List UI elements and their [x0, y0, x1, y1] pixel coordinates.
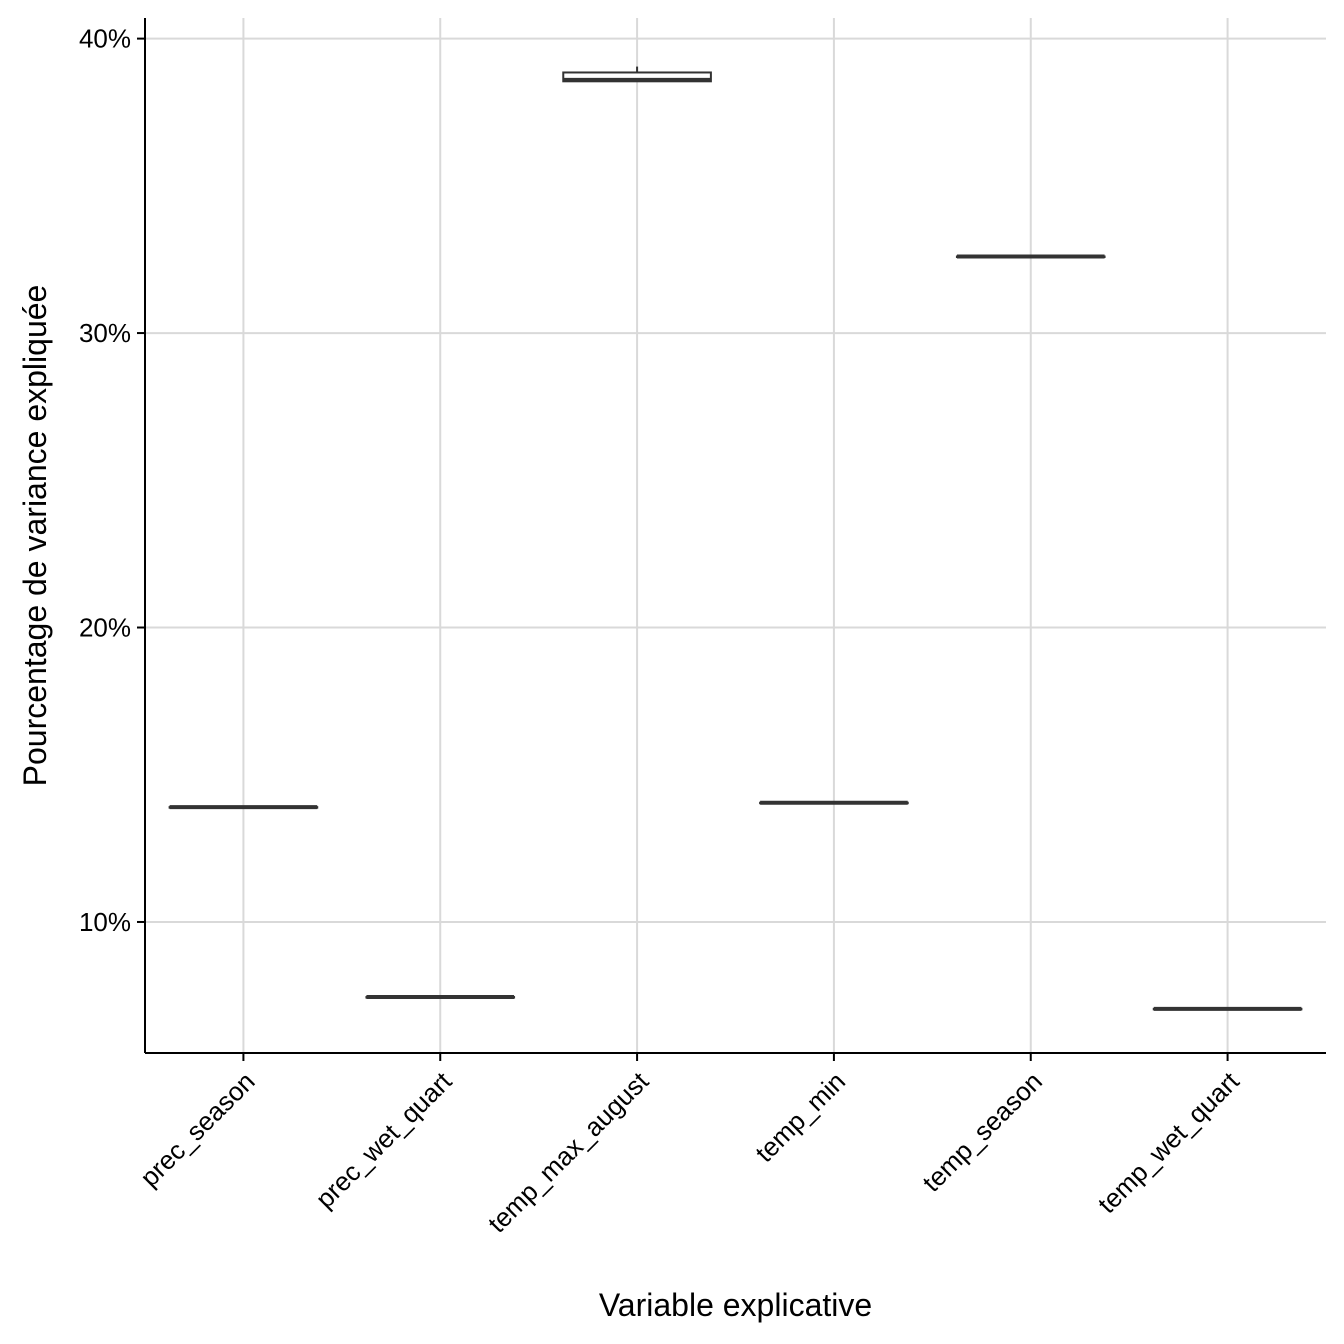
axis-layer	[144, 18, 1326, 1054]
tick-layer: 10%20%30%40%prec_season prec_wet_quart tem…	[79, 24, 1245, 1239]
x-tick-label: temp_max_august	[482, 1065, 655, 1238]
box-layer	[168, 66, 1303, 1011]
x-tick-label: temp_min	[749, 1066, 851, 1168]
grid-layer	[145, 18, 1326, 1053]
box-prec_season	[168, 805, 319, 810]
x-axis-title: Variable explicative	[599, 1287, 872, 1323]
x-tick-label: temp_wet_quart	[1092, 1065, 1246, 1219]
y-tick-label: 40%	[79, 24, 131, 54]
x-tick-label: temp_season	[916, 1066, 1048, 1198]
y-tick-label: 20%	[79, 613, 131, 643]
x-tick-label: prec_wet_quart	[310, 1065, 458, 1213]
y-axis-title: Pourcentage de variance expliquée	[17, 285, 53, 787]
y-tick-label: 30%	[79, 318, 131, 348]
y-tick-label: 10%	[79, 907, 131, 937]
box-temp_min	[759, 800, 909, 805]
box-prec_wet_quart	[365, 995, 516, 1000]
x-tick-label: prec_season	[134, 1066, 260, 1192]
box-temp_season	[955, 254, 1106, 259]
box-temp_wet_quart	[1152, 1006, 1303, 1011]
box-temp_max_august	[562, 66, 712, 83]
